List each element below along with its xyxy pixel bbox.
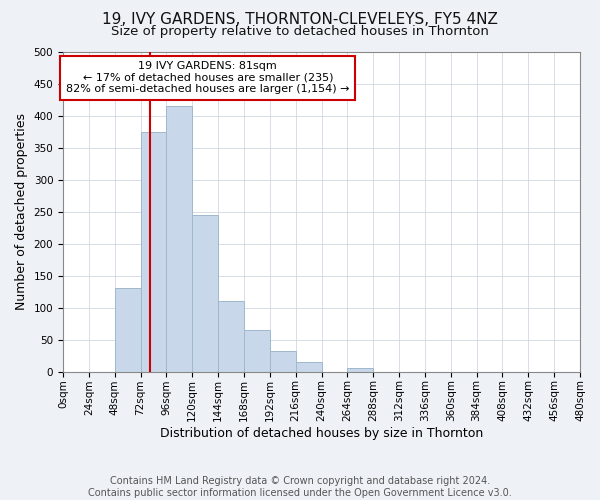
Bar [296,362,322,372]
Bar [192,215,218,372]
Bar [140,132,166,372]
Y-axis label: Number of detached properties: Number of detached properties [15,113,28,310]
Bar [166,106,192,372]
Text: Size of property relative to detached houses in Thornton: Size of property relative to detached ho… [111,25,489,38]
Text: 19 IVY GARDENS: 81sqm
← 17% of detached houses are smaller (235)
82% of semi-det: 19 IVY GARDENS: 81sqm ← 17% of detached … [66,61,350,94]
Bar [347,368,373,372]
X-axis label: Distribution of detached houses by size in Thornton: Distribution of detached houses by size … [160,427,483,440]
Text: 19, IVY GARDENS, THORNTON-CLEVELEYS, FY5 4NZ: 19, IVY GARDENS, THORNTON-CLEVELEYS, FY5… [102,12,498,28]
Text: Contains HM Land Registry data © Crown copyright and database right 2024.
Contai: Contains HM Land Registry data © Crown c… [88,476,512,498]
Bar [270,351,296,372]
Bar [115,288,140,372]
Bar [218,301,244,372]
Bar [244,330,270,372]
